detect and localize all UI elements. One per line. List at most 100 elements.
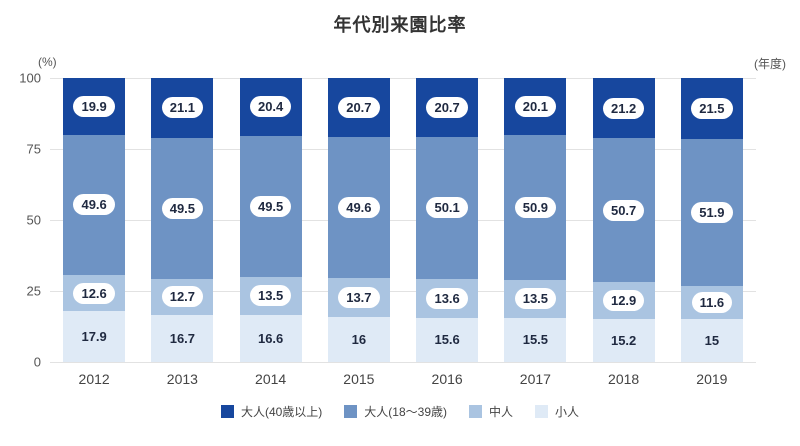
bar-segment-adult-18-39: 49.5 xyxy=(151,137,214,279)
bar-column-2018: 21.2 50.7 12.9 15.2 2018 xyxy=(592,78,655,387)
segment-value-label: 20.1 xyxy=(514,96,557,118)
segment-value-label: 15.5 xyxy=(522,332,549,348)
bar-segment-adult-18-39: 49.5 xyxy=(239,135,302,277)
y-axis-tick-label: 50 xyxy=(26,212,41,228)
legend: 大人(40歳以上) 大人(18〜39歳) 中人 小人 xyxy=(0,403,800,420)
bar-segment-adult-18-39: 49.6 xyxy=(327,136,390,278)
y-axis-tick-label: 75 xyxy=(26,141,41,157)
legend-label-adult-40plus: 大人(40歳以上) xyxy=(240,405,323,419)
bar-segment-child: 17.9 xyxy=(63,311,126,362)
segment-value-label: 49.5 xyxy=(161,197,204,219)
bar-segment-middle: 13.5 xyxy=(504,279,567,318)
bar-segment-middle: 11.6 xyxy=(680,286,743,320)
legend-item-child: 小人 xyxy=(535,403,579,420)
bar-segment-adult-40plus: 20.4 xyxy=(239,78,302,136)
bar-segment-adult-40plus: 21.1 xyxy=(151,78,214,138)
bar-segment-adult-40plus: 20.7 xyxy=(327,78,390,137)
bar-segment-adult-18-39: 49.6 xyxy=(63,134,126,276)
segment-value-label: 20.4 xyxy=(249,96,292,118)
x-axis-tick-label: 2017 xyxy=(519,371,551,387)
segment-value-label: 15.6 xyxy=(434,332,460,348)
bar-segment-adult-18-39: 51.9 xyxy=(680,139,743,287)
segment-value-label: 13.5 xyxy=(514,288,557,310)
gridline-0 xyxy=(50,362,756,363)
segment-value-label: 16.6 xyxy=(257,330,284,346)
bar-segment-adult-18-39: 50.1 xyxy=(416,136,479,280)
segment-value-label: 50.9 xyxy=(514,196,557,218)
segment-value-label: 49.5 xyxy=(249,195,292,217)
y-axis-tick-label: 0 xyxy=(33,354,41,370)
stacked-bar-2014: 20.4 49.5 13.5 16.6 xyxy=(239,78,302,362)
legend-label-middle: 中人 xyxy=(489,405,514,419)
bar-segment-adult-40plus: 20.7 xyxy=(416,78,479,137)
bar-segment-adult-40plus: 21.2 xyxy=(592,78,655,139)
bar-segment-child: 15.5 xyxy=(504,317,567,362)
gridline-75 xyxy=(50,149,756,150)
bar-segment-adult-40plus: 20.1 xyxy=(504,78,567,136)
bar-segment-middle: 12.9 xyxy=(592,282,655,319)
segment-value-label: 12.6 xyxy=(73,282,115,304)
stacked-bar-2013: 21.1 49.5 12.7 16.7 xyxy=(151,78,214,362)
stacked-bar-2016: 20.7 50.1 13.6 15.6 xyxy=(416,78,479,362)
bar-segment-middle: 12.7 xyxy=(151,278,214,315)
bar-segment-child: 15.2 xyxy=(592,318,655,362)
y-axis-tick-label: 100 xyxy=(19,70,41,86)
legend-item-adult-40plus: 大人(40歳以上) xyxy=(220,403,323,420)
bar-column-2012: 19.9 49.6 12.6 17.9 2012 xyxy=(63,78,126,387)
segment-value-label: 13.7 xyxy=(338,286,380,308)
segment-value-label: 16 xyxy=(351,331,367,347)
x-axis-tick-label: 2019 xyxy=(696,371,728,387)
bar-segment-child: 16.7 xyxy=(151,314,214,362)
bar-column-2013: 21.1 49.5 12.7 16.7 2013 xyxy=(151,78,214,387)
x-axis-tick-label: 2016 xyxy=(431,371,463,387)
y-axis-tick-label: 25 xyxy=(26,283,41,299)
bars-row: 19.9 49.6 12.6 17.9 2012 21.1 49.5 12.7 16.7 2013… xyxy=(50,78,756,387)
gridline-100 xyxy=(50,78,756,79)
x-axis-tick-label: 2014 xyxy=(255,371,287,387)
segment-value-label: 12.7 xyxy=(161,286,204,308)
plot-area: 100 75 50 25 0 19.9 49.6 12.6 17.9 2012 21.1 49.5 12… xyxy=(19,72,756,387)
segment-value-label: 49.6 xyxy=(338,196,380,218)
segment-value-label: 50.1 xyxy=(426,197,468,219)
bar-segment-middle: 12.6 xyxy=(63,275,126,312)
segment-value-label: 51.9 xyxy=(691,202,733,224)
bar-column-2019: 21.5 51.9 11.6 15 2019 xyxy=(680,78,743,387)
stacked-bar-2012: 19.9 49.6 12.6 17.9 xyxy=(63,78,126,362)
legend-label-child: 小人 xyxy=(555,405,580,419)
bar-segment-child: 16 xyxy=(327,316,390,362)
segment-value-label: 16.7 xyxy=(169,330,196,346)
chart-title: 年代別来園比率 xyxy=(333,15,467,35)
legend-item-middle: 中人 xyxy=(469,403,513,420)
bar-column-2014: 20.4 49.5 13.5 16.6 2014 xyxy=(239,78,302,387)
segment-value-label: 13.6 xyxy=(426,287,468,309)
bar-column-2017: 20.1 50.9 13.5 15.5 2017 xyxy=(504,78,567,387)
bar-segment-middle: 13.5 xyxy=(239,276,302,315)
x-axis-unit-label: (年度) xyxy=(754,57,786,71)
legend-label-adult-18-39: 大人(18〜39歳) xyxy=(364,405,447,419)
x-axis-tick-label: 2018 xyxy=(608,371,640,387)
x-axis-tick-label: 2012 xyxy=(78,371,110,387)
segment-value-label: 21.1 xyxy=(161,97,204,119)
segment-value-label: 19.9 xyxy=(73,95,115,117)
segment-value-label: 13.5 xyxy=(249,285,292,307)
legend-item-adult-18-39: 大人(18〜39歳) xyxy=(344,403,447,420)
segment-value-label: 20.7 xyxy=(338,96,380,118)
segment-value-label: 21.2 xyxy=(602,97,645,119)
bar-segment-adult-40plus: 19.9 xyxy=(63,78,126,135)
segment-value-label: 17.9 xyxy=(81,329,107,345)
stacked-bar-2017: 20.1 50.9 13.5 15.5 xyxy=(504,78,567,362)
bar-segment-adult-18-39: 50.7 xyxy=(592,138,655,283)
legend-swatch-middle xyxy=(469,405,482,418)
x-axis-tick-label: 2015 xyxy=(343,371,375,387)
segment-value-label: 49.6 xyxy=(73,194,115,216)
bar-segment-middle: 13.7 xyxy=(327,277,390,317)
legend-swatch-adult-40plus xyxy=(220,405,234,418)
stacked-bar-2019: 21.5 51.9 11.6 15 xyxy=(680,78,743,362)
segment-value-label: 21.5 xyxy=(691,98,733,120)
segment-value-label: 12.9 xyxy=(602,290,645,311)
legend-swatch-adult-18-39 xyxy=(344,405,358,418)
segment-value-label: 11.6 xyxy=(691,292,733,314)
segment-value-label: 15.2 xyxy=(610,332,637,348)
segment-value-label: 50.7 xyxy=(602,199,645,221)
